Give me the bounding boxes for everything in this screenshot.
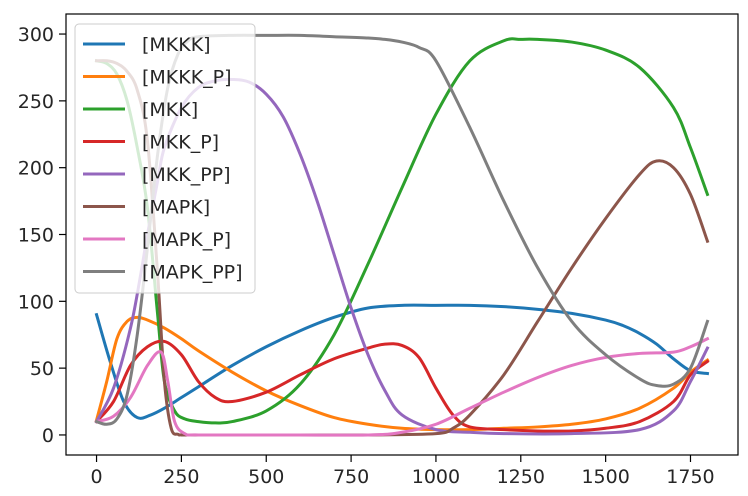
legend-label-mkk-pp: [MKK_PP] xyxy=(142,164,231,186)
y-tick-label: 100 xyxy=(18,291,54,313)
x-tick-label: 1250 xyxy=(497,466,545,488)
legend-label-mkkk-p: [MKKK_P] xyxy=(142,67,232,89)
y-tick-label: 150 xyxy=(18,225,54,247)
y-tick-label: 300 xyxy=(18,24,54,46)
legend-label-mapk-pp: [MAPK_PP] xyxy=(142,262,243,284)
legend-label-mkkk: [MKKK] xyxy=(142,34,211,56)
series-line-mkk-p xyxy=(94,339,710,433)
x-tick-label: 0 xyxy=(90,466,102,488)
legend-label-mapk-p: [MAPK_P] xyxy=(142,229,231,251)
series-line-mkkk-p xyxy=(94,315,710,432)
y-tick-label: 250 xyxy=(18,91,54,113)
legend-box xyxy=(74,23,256,294)
x-tick-label: 1750 xyxy=(666,466,714,488)
series-line-mapk-p xyxy=(94,336,710,437)
ticks-layer: 0 250 500 750 1000 1250 1500 1750 0 50 100 150 200 25… xyxy=(18,24,715,488)
x-tick-label: 250 xyxy=(163,466,199,488)
x-tick-label: 500 xyxy=(248,466,284,488)
legend-label-mapk: [MAPK] xyxy=(142,197,210,219)
y-tick-label: 0 xyxy=(42,425,54,447)
y-tick-label: 50 xyxy=(30,358,54,380)
legend-label-mkk: [MKK] xyxy=(142,99,198,121)
legend-label-mkk-p: [MKK_P] xyxy=(142,132,219,154)
series-line-mkkk xyxy=(94,303,710,420)
legend: [MKKK] [MKKK_P] [MKK] [MKK_P] [MKK_PP] [MAPK]… xyxy=(74,23,256,294)
x-tick-label: 750 xyxy=(333,466,369,488)
y-tick-label: 200 xyxy=(18,158,54,180)
x-tick-label: 1500 xyxy=(581,466,629,488)
x-tick-label: 1000 xyxy=(412,466,460,488)
